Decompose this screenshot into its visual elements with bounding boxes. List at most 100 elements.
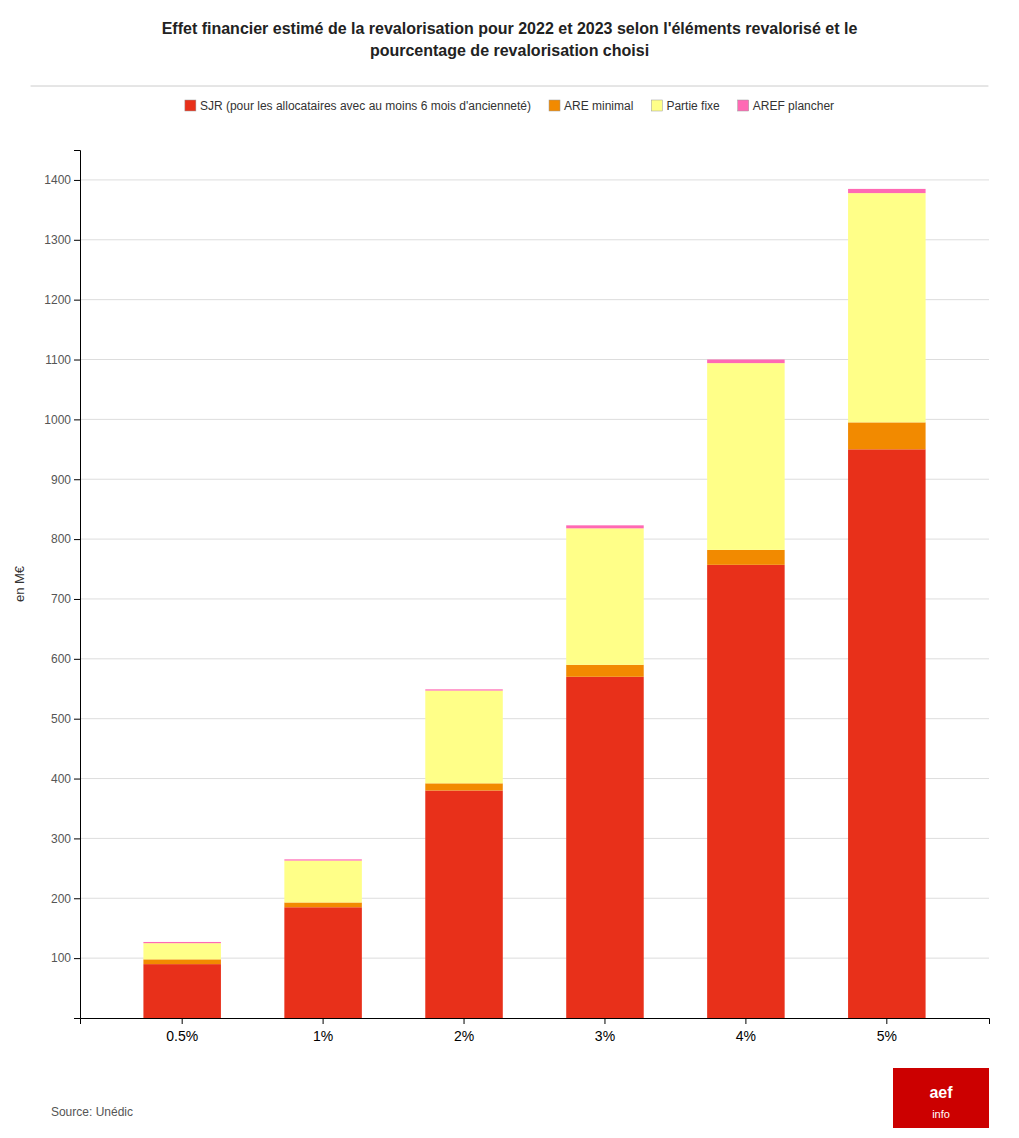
bar xyxy=(707,565,785,1018)
x-tick-label: 0.5% xyxy=(166,1028,198,1044)
y-tick-mark xyxy=(74,779,80,780)
legend-item: SJR (pour les allocataires avec au moins… xyxy=(185,99,531,113)
y-tick: 800 xyxy=(51,532,80,546)
series xyxy=(143,422,925,964)
y-tick: 1200 xyxy=(44,293,80,307)
x-tick-label: 1% xyxy=(313,1028,333,1044)
x-tick: 2% xyxy=(454,1018,474,1044)
x-tick-label: 3% xyxy=(595,1028,615,1044)
y-tick-mark xyxy=(74,719,80,720)
y-tick-label: 700 xyxy=(51,592,71,606)
title: pourcentage de revalorisation choisi xyxy=(370,42,649,59)
legend-item: ARE minimal xyxy=(549,99,633,113)
x-axis: 0.5% 1% 2% 3% 4% 5% xyxy=(81,1018,990,1044)
legend-item: Partie fixe xyxy=(651,99,720,113)
x-tick: 1% xyxy=(313,1018,333,1044)
bar xyxy=(425,783,503,790)
legend: SJR (pour les allocataires avec au moins… xyxy=(185,99,834,113)
x-tick: 3% xyxy=(595,1018,615,1044)
y-tick-label: 1300 xyxy=(44,233,71,247)
y-tick: 400 xyxy=(51,772,80,786)
bar xyxy=(566,528,644,664)
legend-swatch xyxy=(738,100,749,111)
y-tick-label: 1100 xyxy=(45,353,71,367)
x-tick: 0.5% xyxy=(166,1018,198,1044)
y-tick-mark xyxy=(74,659,80,660)
legend-label: SJR (pour les allocataires avec au moins… xyxy=(200,99,531,113)
y-axis: 100 200 300 400 500 600 700 800 900 1000 1100 1200 1… xyxy=(44,151,80,1019)
y-tick-label: 200 xyxy=(51,892,71,906)
bar xyxy=(425,791,503,1018)
logo-text: aef xyxy=(929,1084,953,1101)
bar xyxy=(566,677,644,1018)
legend-swatch xyxy=(185,100,196,111)
source: Source: Unédic xyxy=(51,1105,133,1119)
y-tick-mark xyxy=(74,838,80,839)
y-tick-label: 500 xyxy=(51,712,71,726)
bar xyxy=(143,964,221,1018)
y-tick: 1400 xyxy=(44,173,80,187)
y-tick-mark xyxy=(74,419,80,420)
legend-label: ARE minimal xyxy=(564,99,633,113)
y-tick-label: 800 xyxy=(51,532,71,546)
bar xyxy=(848,449,926,1018)
series xyxy=(143,189,925,943)
y-tick-label: 900 xyxy=(51,473,71,487)
series xyxy=(143,449,925,1018)
bar xyxy=(425,689,503,690)
y-tick-mark xyxy=(74,539,80,540)
y-axis-line xyxy=(74,151,81,1019)
y-tick: 600 xyxy=(51,652,80,666)
y-tick-mark xyxy=(74,240,80,241)
logo-box xyxy=(893,1068,989,1128)
legend-swatch xyxy=(549,100,560,111)
logo-text: info xyxy=(932,1108,950,1120)
separator xyxy=(31,86,989,87)
x-tick-label: 5% xyxy=(877,1028,897,1044)
x-tick-label: 2% xyxy=(454,1028,474,1044)
x-tick-mark xyxy=(323,1018,324,1024)
bar xyxy=(707,363,785,550)
x-tick-mark xyxy=(182,1018,183,1024)
bar xyxy=(848,193,926,422)
plot: 0.5% 1% 2% 3% 4% 5% 100 200 300 400 500 600 700 800 90… xyxy=(44,151,989,1045)
y-tick: 500 xyxy=(51,712,80,726)
y-tick-mark xyxy=(74,898,80,899)
y-tick: 900 xyxy=(51,473,80,487)
bar xyxy=(707,360,785,364)
bar xyxy=(707,550,785,565)
x-tick: 4% xyxy=(736,1018,756,1044)
y-tick-label: 600 xyxy=(51,652,71,666)
y-tick-label: 300 xyxy=(51,832,71,846)
x-tick-mark xyxy=(464,1018,465,1024)
bar xyxy=(566,525,644,528)
x-tick-label: 4% xyxy=(736,1028,756,1044)
bar xyxy=(284,861,362,903)
y-tick: 700 xyxy=(51,592,80,606)
y-tick: 1100 xyxy=(45,353,80,367)
y-tick-mark xyxy=(74,479,80,480)
y-tick-mark xyxy=(74,180,80,181)
bar xyxy=(143,942,221,943)
chart: Effet financier estimé de la revalorisat… xyxy=(0,0,1019,1138)
legend-item: AREF plancher xyxy=(738,99,834,113)
y-tick: 100 xyxy=(51,951,80,965)
y-axis-title: en M€ xyxy=(12,565,27,602)
bar xyxy=(566,665,644,677)
bar xyxy=(848,189,926,193)
title: Effet financier estimé de la revalorisat… xyxy=(162,20,858,37)
legend-swatch xyxy=(651,100,662,111)
bar xyxy=(284,902,362,907)
x-tick-mark xyxy=(745,1018,746,1024)
y-tick-mark xyxy=(74,958,80,959)
y-tick: 1000 xyxy=(44,413,80,427)
logo: aef info xyxy=(893,1068,989,1128)
bars xyxy=(143,189,925,1018)
bar xyxy=(848,422,926,449)
bar xyxy=(284,859,362,860)
y-tick-mark xyxy=(74,300,80,301)
y-tick: 1300 xyxy=(44,233,80,247)
bar xyxy=(143,959,221,964)
x-tick-mark xyxy=(604,1018,605,1024)
y-tick-label: 400 xyxy=(51,772,71,786)
